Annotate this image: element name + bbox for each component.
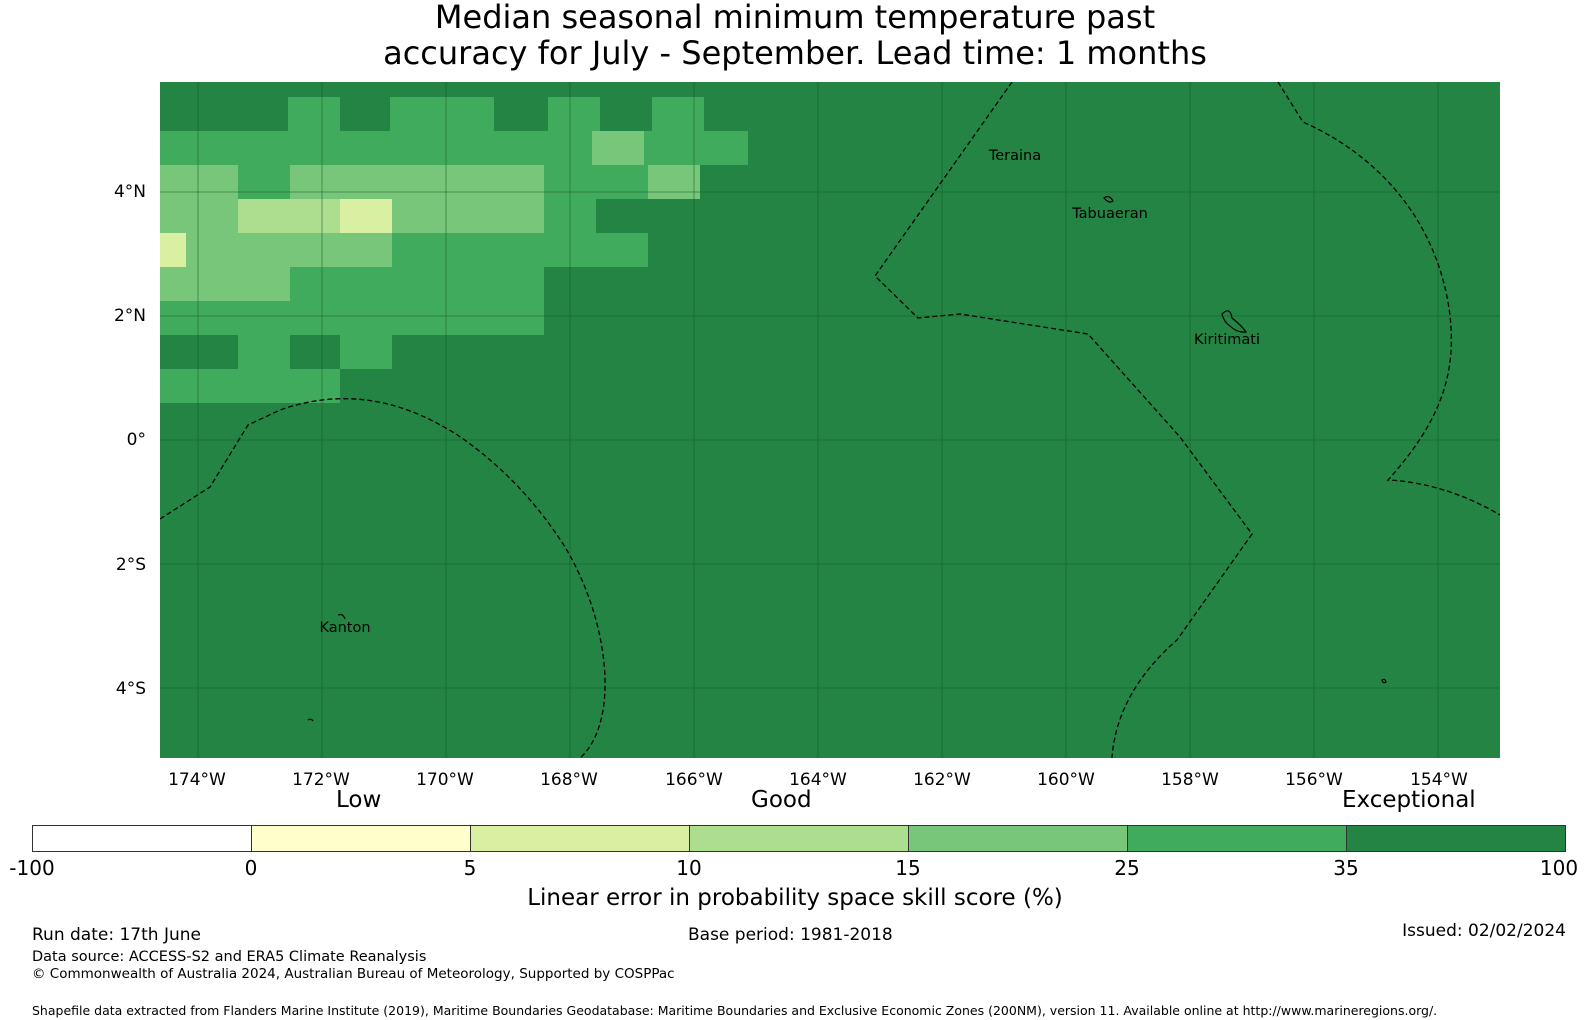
lon-label-162w: 162°W <box>913 770 971 790</box>
skill-grid-cell <box>392 233 648 267</box>
lon-label-168w: 168°W <box>540 770 598 790</box>
colorbar-tick: 100 <box>1539 856 1579 880</box>
skill-grid-cell <box>390 97 494 131</box>
base-period: Base period: 1981-2018 <box>688 925 893 945</box>
colorbar-label: Linear error in probability space skill … <box>527 885 1063 911</box>
lon-label-160w: 160°W <box>1037 770 1095 790</box>
lon-label-154w: 154°W <box>1410 770 1468 790</box>
small-island-outline <box>1381 678 1387 684</box>
lon-label-172w: 172°W <box>292 770 350 790</box>
skill-grid-cell <box>290 165 544 199</box>
lat-label-4n: 4°N <box>113 182 146 202</box>
lon-label-158w: 158°W <box>1161 770 1219 790</box>
skill-grid-cell <box>160 301 544 335</box>
lon-label-166w: 166°W <box>665 770 723 790</box>
colorbar-segment <box>32 825 252 852</box>
colorbar-segment <box>1127 825 1347 852</box>
lon-label-170w: 170°W <box>416 770 474 790</box>
run-date: Run date: 17th June <box>32 925 201 945</box>
skill-grid-cell <box>160 165 238 199</box>
lon-label-164w: 164°W <box>789 770 847 790</box>
map-title-line2: accuracy for July - September. Lead time… <box>383 34 1207 72</box>
kanton-outline <box>337 613 346 620</box>
skill-grid-cell <box>340 335 392 369</box>
skill-grid-cell <box>648 165 700 199</box>
legend-category-low: Low <box>336 787 382 813</box>
skill-grid-cell <box>392 199 544 233</box>
eez-boundary-kanton <box>160 398 606 758</box>
eez-boundary-east <box>1277 82 1500 516</box>
map-gridlines <box>160 82 1500 758</box>
skill-grid-cell <box>160 131 186 165</box>
colorbar-segment <box>1346 825 1566 852</box>
colorbar <box>32 825 1566 852</box>
copyright: © Commonwealth of Australia 2024, Austra… <box>32 966 675 982</box>
skill-grid-cell <box>186 233 290 267</box>
lat-label-2n: 2°N <box>113 306 146 326</box>
colorbar-tick: 0 <box>244 856 258 880</box>
lat-label-0: 0° <box>126 430 146 450</box>
place-label-teraina: Teraina <box>988 148 1041 164</box>
lon-label-174w: 174°W <box>168 770 226 790</box>
data-source: Data source: ACCESS-S2 and ERA5 Climate … <box>32 949 427 965</box>
skill-grid-cell <box>290 233 392 267</box>
place-label-tabuaeran: Tabuaeran <box>1071 206 1148 222</box>
colorbar-segment <box>470 825 690 852</box>
skill-grid-cell <box>186 131 592 165</box>
colorbar-tick: 5 <box>463 856 477 880</box>
island-outlines <box>307 195 1387 722</box>
skill-grid-cell <box>290 267 544 301</box>
place-label-kanton: Kanton <box>319 620 370 636</box>
place-label-kiritimati: Kiritimati <box>1194 332 1260 348</box>
colorbar-segment <box>689 825 909 852</box>
skill-grid-cell <box>544 165 648 199</box>
small-island-outline <box>307 718 314 722</box>
skill-grid-cell <box>160 233 186 267</box>
eez-boundaries <box>160 82 1500 758</box>
skill-grid-cell <box>160 199 238 233</box>
lat-label-4s: 4°S <box>115 679 146 699</box>
colorbar-tick: 25 <box>1114 856 1140 880</box>
shapefile-credit: Shapefile data extracted from Flanders M… <box>32 1003 1438 1018</box>
skill-grid-cell <box>592 131 644 165</box>
skill-grid-cell <box>160 267 290 301</box>
skill-grid-cell <box>238 165 290 199</box>
skill-grid-cell <box>238 335 290 369</box>
skill-grid-cell <box>288 97 340 131</box>
eez-boundary-line-islands <box>874 82 1253 758</box>
skill-grid-cell <box>644 131 748 165</box>
lat-label-2s: 2°S <box>115 555 146 575</box>
skill-grid-cells <box>160 97 748 403</box>
colorbar-segment <box>251 825 471 852</box>
colorbar-tick: 10 <box>676 856 702 880</box>
legend-category-good: Good <box>751 787 812 813</box>
kiritimati-outline <box>1221 310 1248 333</box>
skill-grid-cell <box>548 97 600 131</box>
issued-date: Issued: 02/02/2024 <box>1402 921 1566 941</box>
colorbar-segment <box>908 825 1128 852</box>
skill-grid-cell <box>652 97 704 131</box>
colorbar-tick: 15 <box>895 856 921 880</box>
map-title-line1: Median seasonal minimum temperature past <box>434 0 1156 36</box>
skill-grid-cell <box>238 199 340 233</box>
legend-category-exceptional: Exceptional <box>1342 787 1476 813</box>
lon-label-156w: 156°W <box>1285 770 1343 790</box>
tabuaeran-outline <box>1103 195 1114 203</box>
skill-map: Teraina Tabuaeran Kiritimati Kanton <box>160 82 1500 758</box>
colorbar-tick: 35 <box>1333 856 1359 880</box>
skill-grid-cell <box>340 199 392 233</box>
skill-grid-cell <box>160 369 340 403</box>
colorbar-tick: -100 <box>9 856 55 880</box>
